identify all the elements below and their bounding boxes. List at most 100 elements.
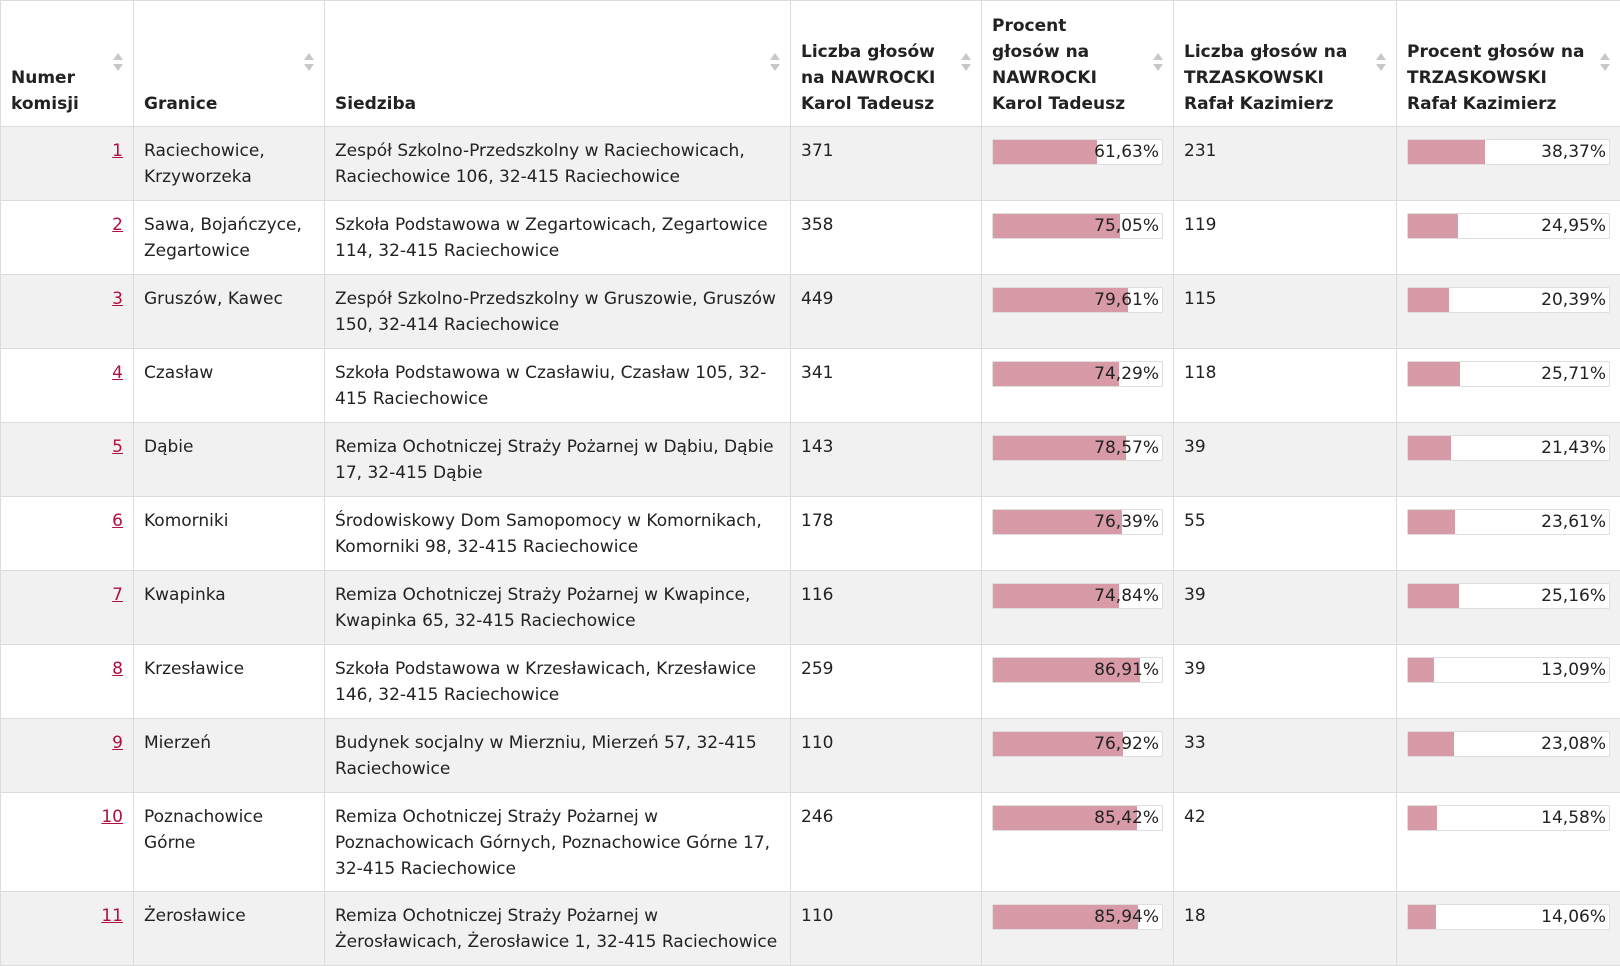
trzaskowski-percent-label: 25,71% (1408, 362, 1609, 386)
cell-numer: 3 (1, 275, 134, 349)
komisja-link[interactable]: 3 (112, 289, 123, 309)
cell-trzaskowski-votes: 42 (1174, 793, 1397, 892)
cell-numer: 1 (1, 127, 134, 201)
cell-trzaskowski-votes: 55 (1174, 497, 1397, 571)
nawrocki-percent-label: 79,61% (993, 288, 1162, 312)
komisja-link[interactable]: 6 (112, 511, 123, 531)
table-row: 8 Krzesławice Szkoła Podstawowa w Krzesł… (1, 645, 1620, 719)
nawrocki-percent-bar: 74,84% (992, 583, 1163, 609)
header-nawrocki-percent[interactable]: Procent głosów na NAWROCKI Karol Tadeusz (982, 1, 1174, 127)
trzaskowski-percent-label: 25,16% (1408, 584, 1609, 608)
cell-siedziba: Szkoła Podstawowa w Czasławiu, Czasław 1… (325, 349, 791, 423)
cell-granice: Kwapinka (134, 571, 325, 645)
cell-nawrocki-percent: 61,63% (982, 127, 1174, 201)
table-row: 6 Komorniki Środowiskowy Dom Samopomocy … (1, 497, 1620, 571)
trzaskowski-percent-bar: 21,43% (1407, 435, 1610, 461)
cell-nawrocki-percent: 79,61% (982, 275, 1174, 349)
cell-siedziba: Zespół Szkolno-Przedszkolny w Gruszowie,… (325, 275, 791, 349)
cell-numer: 4 (1, 349, 134, 423)
nawrocki-percent-bar: 85,42% (992, 805, 1163, 831)
cell-trzaskowski-percent: 21,43% (1397, 423, 1620, 497)
trzaskowski-percent-label: 21,43% (1408, 436, 1609, 460)
komisja-link[interactable]: 5 (112, 437, 123, 457)
komisja-link[interactable]: 8 (112, 659, 123, 679)
nawrocki-percent-bar: 61,63% (992, 139, 1163, 165)
table-row: 7 Kwapinka Remiza Ochotniczej Straży Poż… (1, 571, 1620, 645)
trzaskowski-percent-bar: 25,16% (1407, 583, 1610, 609)
header-trzaskowski-votes[interactable]: Liczba głosów na TRZASKOWSKI Rafał Kazim… (1174, 1, 1397, 127)
cell-granice: Sawa, Bojańczyce, Zegartowice (134, 201, 325, 275)
header-nawrocki-votes[interactable]: Liczba głosów na NAWROCKI Karol Tadeusz (791, 1, 982, 127)
nawrocki-percent-bar: 76,39% (992, 509, 1163, 535)
komisja-link[interactable]: 10 (101, 807, 123, 827)
cell-trzaskowski-votes: 115 (1174, 275, 1397, 349)
header-label: Numer komisji (11, 68, 79, 114)
cell-trzaskowski-votes: 119 (1174, 201, 1397, 275)
header-numer-komisji[interactable]: Numer komisji (1, 1, 134, 127)
cell-granice: Poznachowice Górne (134, 793, 325, 892)
cell-nawrocki-votes: 110 (791, 719, 982, 793)
cell-trzaskowski-votes: 18 (1174, 892, 1397, 966)
komisja-link[interactable]: 1 (112, 141, 123, 161)
komisja-link[interactable]: 7 (112, 585, 123, 605)
nawrocki-percent-bar: 79,61% (992, 287, 1163, 313)
komisja-link[interactable]: 11 (101, 906, 123, 926)
cell-siedziba: Zespół Szkolno-Przedszkolny w Raciechowi… (325, 127, 791, 201)
trzaskowski-percent-bar: 23,08% (1407, 731, 1610, 757)
cell-granice: Mierzeń (134, 719, 325, 793)
nawrocki-percent-label: 85,42% (993, 806, 1162, 830)
cell-nawrocki-percent: 75,05% (982, 201, 1174, 275)
trzaskowski-percent-bar: 38,37% (1407, 139, 1610, 165)
cell-nawrocki-percent: 74,84% (982, 571, 1174, 645)
cell-siedziba: Budynek socjalny w Mierzniu, Mierzeń 57,… (325, 719, 791, 793)
komisja-link[interactable]: 4 (112, 363, 123, 383)
cell-trzaskowski-votes: 39 (1174, 645, 1397, 719)
cell-trzaskowski-votes: 39 (1174, 423, 1397, 497)
table-body: 1 Raciechowice, Krzyworzeka Zespół Szkol… (1, 127, 1620, 966)
cell-nawrocki-votes: 259 (791, 645, 982, 719)
header-label: Procent głosów na NAWROCKI Karol Tadeusz (992, 16, 1125, 114)
sort-icon (770, 53, 780, 75)
header-trzaskowski-percent[interactable]: Procent głosów na TRZASKOWSKI Rafał Kazi… (1397, 1, 1620, 127)
cell-nawrocki-votes: 449 (791, 275, 982, 349)
cell-trzaskowski-percent: 23,08% (1397, 719, 1620, 793)
nawrocki-percent-bar: 76,92% (992, 731, 1163, 757)
cell-numer: 2 (1, 201, 134, 275)
trzaskowski-percent-label: 23,61% (1408, 510, 1609, 534)
cell-nawrocki-votes: 116 (791, 571, 982, 645)
nawrocki-percent-label: 74,29% (993, 362, 1162, 386)
nawrocki-percent-label: 78,57% (993, 436, 1162, 460)
cell-trzaskowski-percent: 14,58% (1397, 793, 1620, 892)
trzaskowski-percent-label: 13,09% (1408, 658, 1609, 682)
trzaskowski-percent-bar: 23,61% (1407, 509, 1610, 535)
table-row: 4 Czasław Szkoła Podstawowa w Czasławiu,… (1, 349, 1620, 423)
nawrocki-percent-label: 74,84% (993, 584, 1162, 608)
header-siedziba[interactable]: Siedziba (325, 1, 791, 127)
trzaskowski-percent-label: 38,37% (1408, 140, 1609, 164)
sort-icon (113, 53, 123, 75)
komisja-link[interactable]: 9 (112, 733, 123, 753)
trzaskowski-percent-label: 14,58% (1408, 806, 1609, 830)
cell-numer: 10 (1, 793, 134, 892)
nawrocki-percent-label: 76,39% (993, 510, 1162, 534)
table-row: 10 Poznachowice Górne Remiza Ochotniczej… (1, 793, 1620, 892)
cell-trzaskowski-votes: 118 (1174, 349, 1397, 423)
header-label: Liczba głosów na TRZASKOWSKI Rafał Kazim… (1184, 42, 1347, 114)
sort-icon (961, 53, 971, 75)
sort-icon (304, 53, 314, 75)
cell-nawrocki-votes: 110 (791, 892, 982, 966)
cell-nawrocki-percent: 85,42% (982, 793, 1174, 892)
cell-granice: Czasław (134, 349, 325, 423)
cell-granice: Raciechowice, Krzyworzeka (134, 127, 325, 201)
nawrocki-percent-label: 86,91% (993, 658, 1162, 682)
cell-nawrocki-percent: 86,91% (982, 645, 1174, 719)
header-label: Siedziba (335, 94, 416, 114)
cell-nawrocki-percent: 74,29% (982, 349, 1174, 423)
cell-numer: 7 (1, 571, 134, 645)
komisja-link[interactable]: 2 (112, 215, 123, 235)
cell-numer: 11 (1, 892, 134, 966)
trzaskowski-percent-label: 24,95% (1408, 214, 1609, 238)
nawrocki-percent-label: 76,92% (993, 732, 1162, 756)
header-granice[interactable]: Granice (134, 1, 325, 127)
